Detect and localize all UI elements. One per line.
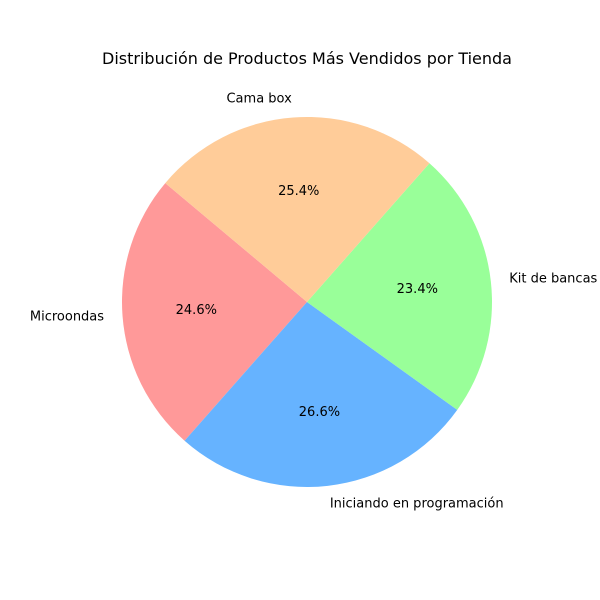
pie-slice-iniciando-en-programacion	[184, 302, 458, 488]
pie-slice-microondas	[121, 183, 307, 441]
category-label-iniciando-en-programacion: Iniciando en programación	[330, 497, 504, 512]
pie-slices	[121, 116, 492, 488]
pie-slice-cama-box	[165, 116, 430, 303]
pie-slice-kit-de-bancas	[307, 163, 492, 410]
percent-label-microondas: 24.6%	[176, 303, 217, 318]
percent-label-kit-de-bancas: 23.4%	[397, 282, 438, 297]
category-label-microondas: Microondas	[30, 310, 104, 325]
percent-label-iniciando-en-programacion: 26.6%	[299, 405, 340, 420]
chart-title: Distribución de Productos Más Vendidos p…	[102, 49, 512, 68]
pie-labels: 24.6% Microondas 26.6% Iniciando en program…	[30, 92, 598, 512]
percent-label-cama-box: 25.4%	[278, 184, 319, 199]
category-label-cama-box: Cama box	[226, 92, 292, 107]
category-label-kit-de-bancas: Kit de bancas	[509, 272, 597, 287]
